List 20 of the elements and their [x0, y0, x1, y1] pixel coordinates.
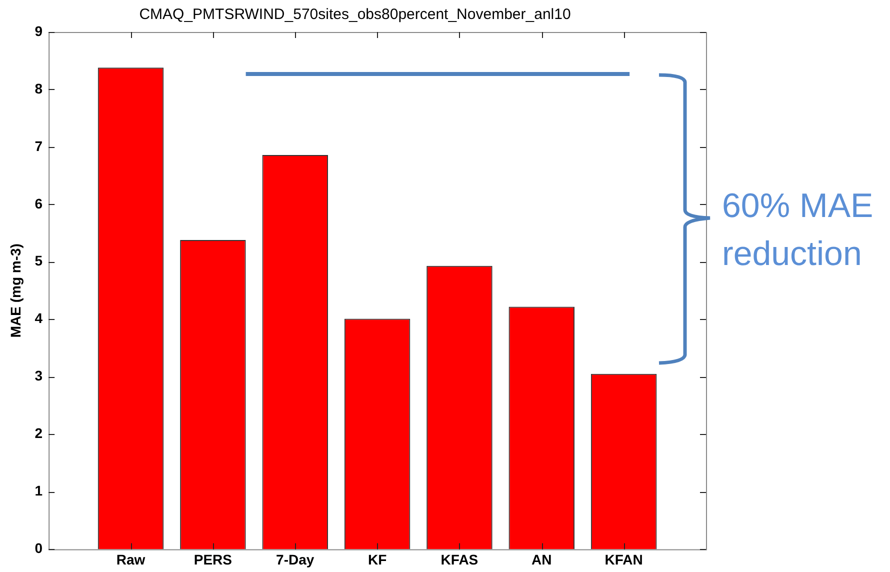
- y-tick-label: 2: [34, 425, 43, 442]
- x-tick-label: PERS: [194, 551, 232, 568]
- y-tick-label: 3: [34, 368, 43, 384]
- x-tick-label: KFAS: [440, 551, 478, 568]
- text: 60% MAE reduction: [722, 186, 874, 275]
- y-tick-label: 5: [34, 252, 43, 269]
- y-tick-label: 8: [34, 80, 43, 96]
- y-tick-label: 9: [34, 22, 43, 39]
- y-tick-label: 1: [34, 482, 43, 499]
- y-tick-label: 0: [34, 540, 43, 556]
- x-tick-label: 7-Day: [276, 551, 314, 568]
- chart-title: CMAQ_PMTSRWIND_570sites_obs80percent_November_anl10: [139, 6, 571, 24]
- x-tick-label: Raw: [116, 551, 146, 568]
- y-tick-label: 7: [34, 138, 43, 154]
- x-tick-label: KFAN: [604, 551, 643, 568]
- x-tick-label: KF: [368, 551, 388, 568]
- y-tick-label: 4: [34, 310, 43, 326]
- y-tick-label: 6: [34, 195, 43, 212]
- x-tick-label: AN: [532, 551, 552, 568]
- y-axis-title: MAE (mg m-3): [7, 244, 24, 338]
